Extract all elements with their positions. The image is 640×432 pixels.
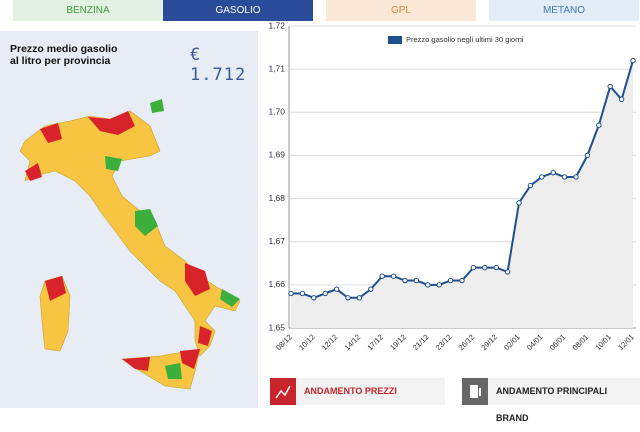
point: [607, 83, 613, 90]
x-tick-label: 10/01: [593, 332, 613, 352]
page: BENZINA GASOLIO GPL METANO Prezzo medio …: [0, 0, 640, 423]
point: [356, 295, 363, 301]
icon: [462, 378, 488, 405]
y-tick-label: 1,65: [268, 322, 285, 332]
point: [390, 273, 397, 279]
point: [584, 152, 591, 159]
point: [447, 277, 454, 284]
tab-gpl[interactable]: GPL: [326, 0, 476, 21]
map-panel: Prezzo medio gasolio al litro per provin…: [0, 31, 258, 408]
y-tick-label: 1,70: [268, 107, 285, 117]
map-title: Prezzo medio gasolio al litro per provin…: [10, 43, 118, 67]
y-tick-label: 1,67: [268, 236, 285, 246]
point: [539, 174, 545, 180]
y-tick-label: 1,71: [268, 63, 285, 73]
x-tick-label: 12/01: [616, 332, 636, 352]
point: [504, 269, 511, 275]
x-tick-label: 10/12: [297, 332, 317, 352]
point: [561, 174, 568, 180]
point: [527, 182, 534, 189]
point: [345, 295, 351, 301]
x-tick-label: 26/12: [457, 332, 477, 352]
icon: [270, 378, 296, 405]
point: [402, 277, 408, 284]
x-tick-label: 02/01: [502, 332, 522, 352]
tab-benzina[interactable]: BENZINA: [13, 0, 163, 21]
x-tick-label: 08/01: [571, 332, 591, 352]
point: [413, 277, 420, 284]
region-red: [25, 163, 42, 181]
point: [618, 96, 625, 103]
region-red: [45, 276, 66, 301]
point: [322, 290, 328, 297]
point: [493, 264, 499, 271]
point: [299, 290, 306, 297]
x-tick-label: 06/01: [548, 332, 568, 352]
button-brand-trend[interactable]: ANDAMENTO PRINCIPALI BRAND: [462, 378, 640, 423]
x-tick-label: 19/12: [388, 332, 408, 352]
area: [291, 60, 633, 329]
point: [288, 290, 294, 297]
legend-label: Prezzo gasolio negli ultimi 30 giorni: [406, 35, 524, 44]
point: [333, 286, 340, 292]
point: [311, 295, 317, 301]
y-tick-label: 1,66: [268, 279, 285, 289]
y-tick-label: 1,68: [268, 193, 285, 203]
point: [425, 282, 431, 288]
region-red: [88, 111, 135, 135]
x-tick-label: 14/12: [343, 332, 363, 352]
region-green: [135, 209, 158, 236]
region-green: [220, 289, 240, 307]
y-tick-label: 1,72: [268, 22, 285, 30]
average-price: € 1.712: [190, 45, 247, 85]
legend-swatch: [388, 36, 402, 44]
region-red: [198, 326, 212, 346]
x-tick-label: 23/12: [434, 332, 454, 352]
y-tick-label: 1,69: [268, 150, 285, 160]
button-price-trend[interactable]: ANDAMENTO PREZZI: [270, 378, 445, 405]
mainland: [19, 110, 241, 357]
x-tick-label: 17/12: [365, 332, 385, 352]
tab-gasolio[interactable]: GASOLIO: [163, 0, 313, 21]
x-tick-label: 12/12: [320, 332, 340, 352]
point: [436, 282, 442, 288]
point: [550, 169, 556, 176]
button-label: ANDAMENTO PREZZI: [304, 386, 397, 396]
point: [459, 277, 465, 284]
region-red: [180, 349, 200, 369]
region-red: [40, 123, 62, 143]
point: [379, 273, 385, 279]
x-tick-label: 04/01: [525, 332, 545, 352]
region-red: [185, 263, 210, 296]
button-label: ANDAMENTO PRINCIPALI BRAND: [496, 386, 608, 423]
point: [630, 57, 636, 64]
chart: Prezzo gasolio negli ultimi 30 giorni 1,…: [268, 22, 636, 352]
x-tick-label: 08/12: [274, 332, 294, 352]
point: [470, 264, 477, 271]
point: [516, 200, 522, 206]
region-green: [165, 363, 182, 379]
point: [368, 286, 374, 292]
region-green: [105, 156, 122, 171]
point: [596, 122, 602, 128]
region-green: [150, 99, 164, 113]
point: [482, 264, 488, 271]
x-tick-label: 21/12: [411, 332, 431, 352]
x-tick-label: 29/12: [479, 332, 499, 352]
tab-metano[interactable]: METANO: [489, 0, 639, 21]
region-red: [122, 357, 150, 371]
point: [573, 174, 579, 180]
italy-map: [19, 99, 241, 390]
